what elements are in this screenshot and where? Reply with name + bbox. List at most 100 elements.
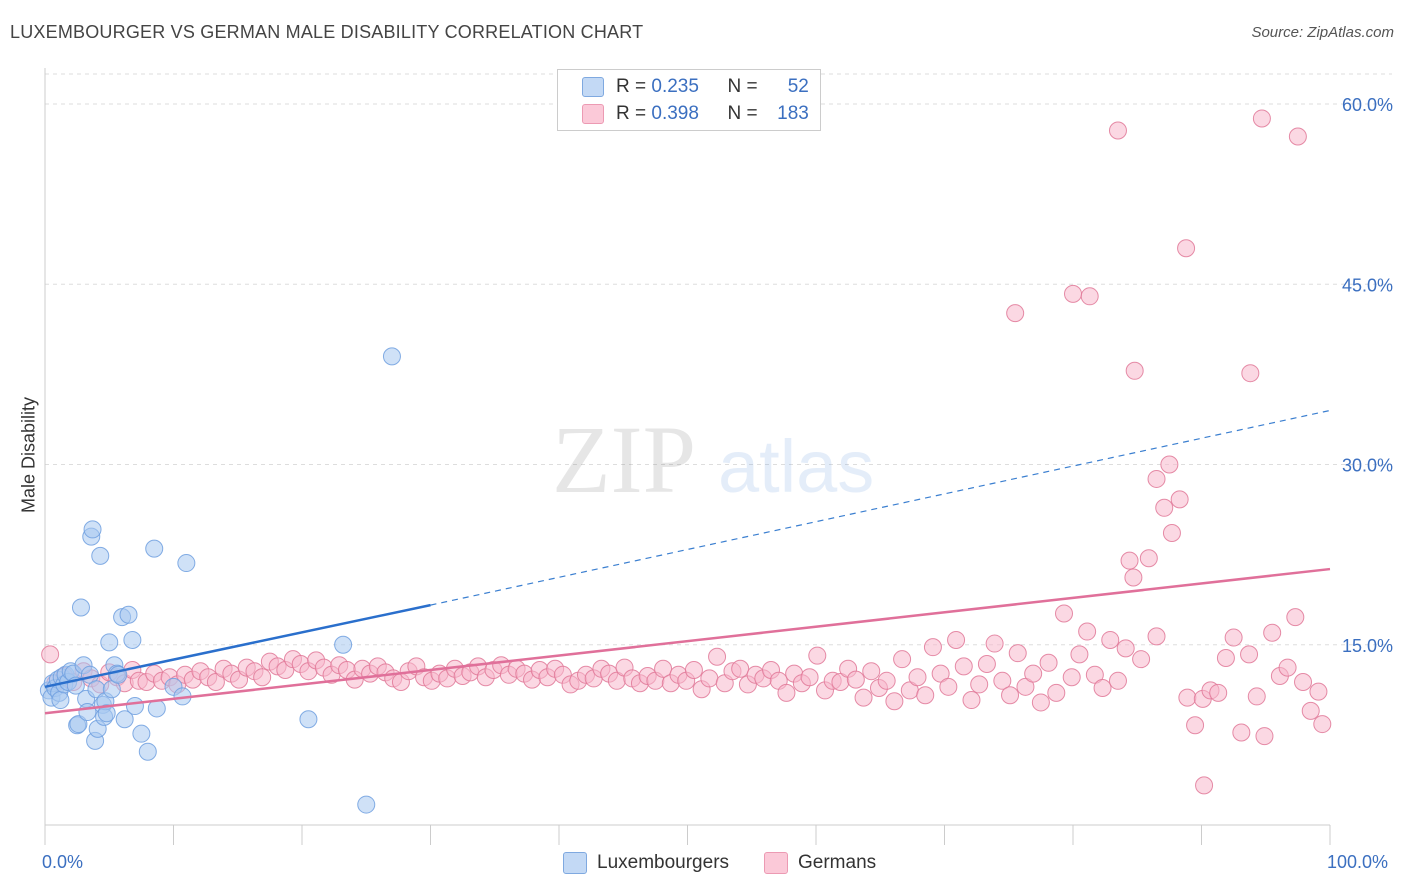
data-point	[71, 598, 90, 617]
data-point	[1070, 645, 1089, 664]
data-point	[100, 633, 119, 652]
y-tick-label: 15.0%	[1342, 636, 1393, 656]
x-tick-max: 100.0%	[1327, 852, 1389, 872]
legend-n-label: N =	[727, 103, 763, 124]
data-point	[177, 554, 196, 573]
data-point	[1186, 716, 1205, 735]
data-point	[1232, 723, 1251, 742]
data-point	[125, 697, 144, 716]
data-point	[1055, 604, 1074, 623]
legend-r-value: 0.235	[651, 76, 699, 97]
data-point	[78, 703, 97, 722]
data-point	[1108, 671, 1127, 690]
data-point	[1162, 524, 1181, 543]
data-point	[1247, 687, 1266, 706]
data-point	[1252, 109, 1271, 128]
data-point	[1132, 650, 1151, 669]
data-point	[1155, 498, 1174, 517]
data-point	[939, 677, 958, 696]
bottom-legend-swatch-luxembourgers	[563, 852, 587, 874]
data-point	[1125, 361, 1144, 380]
data-point	[83, 520, 102, 539]
data-point	[1001, 686, 1020, 705]
data-point	[97, 704, 116, 723]
watermark: ZIP atlas	[552, 406, 874, 513]
data-point	[1085, 665, 1104, 684]
data-point	[1016, 677, 1035, 696]
data-point	[132, 724, 151, 743]
bottom-legend-luxembourgers: Luxembourgers	[563, 852, 729, 874]
bottom-legend-label-luxembourgers: Luxembourgers	[597, 852, 730, 873]
data-point	[846, 670, 865, 689]
data-point	[923, 638, 942, 657]
data-point	[947, 630, 966, 649]
data-point	[893, 650, 912, 669]
data-point	[931, 664, 950, 683]
data-point	[206, 673, 225, 692]
data-point	[1288, 127, 1307, 146]
data-point	[253, 668, 272, 687]
data-point	[1313, 715, 1332, 734]
data-point	[1108, 121, 1127, 140]
data-point	[700, 669, 719, 688]
data-point	[1039, 653, 1058, 672]
bottom-legend-label-germans: Germans	[798, 852, 877, 873]
data-point	[1031, 693, 1050, 712]
data-point	[985, 634, 1004, 653]
data-point	[1147, 627, 1166, 646]
y-tick-label: 45.0%	[1342, 275, 1393, 295]
data-point	[731, 659, 750, 678]
legend-n-label: N =	[727, 76, 763, 97]
data-point	[1294, 673, 1313, 692]
x-tick-min: 0.0%	[42, 852, 84, 872]
data-point	[123, 630, 142, 649]
data-point	[654, 659, 673, 678]
data-point	[1224, 628, 1243, 647]
data-point	[119, 605, 138, 624]
data-point	[1064, 284, 1082, 303]
data-point	[800, 668, 819, 687]
data-point	[854, 688, 873, 707]
data-point	[1263, 623, 1282, 642]
data-point	[862, 662, 881, 681]
data-point	[1278, 658, 1297, 677]
legend-swatch-luxembourgers	[582, 77, 604, 97]
watermark-atlas: atlas	[718, 425, 874, 508]
data-point	[1120, 551, 1139, 570]
legend-r-label: R =	[616, 76, 652, 97]
y-tick-label: 60.0%	[1342, 95, 1393, 115]
data-point	[1309, 682, 1328, 701]
data-point	[382, 347, 401, 366]
watermark-zip: ZIP	[552, 406, 696, 513]
data-point	[916, 686, 935, 705]
data-point	[954, 657, 973, 676]
legend-r-label: R =	[616, 103, 652, 124]
data-point	[334, 635, 353, 654]
data-point	[993, 671, 1012, 690]
data-point	[1078, 622, 1097, 641]
data-point	[299, 710, 318, 729]
data-point	[1216, 648, 1235, 667]
data-point	[1170, 490, 1189, 509]
legend-n-value: 183	[777, 103, 809, 124]
data-point	[1241, 364, 1260, 383]
data-point	[1006, 304, 1025, 323]
data-point	[1177, 239, 1196, 258]
data-point	[115, 710, 134, 729]
data-point	[1124, 568, 1143, 587]
data-point	[1047, 683, 1066, 702]
data-point	[138, 742, 157, 761]
data-point	[962, 691, 981, 710]
data-point	[1301, 701, 1320, 720]
legend-r-value: 0.398	[651, 103, 699, 124]
data-point	[145, 539, 164, 558]
series-germans	[41, 109, 1332, 795]
data-point	[1209, 683, 1228, 702]
data-point	[885, 692, 904, 711]
legend-n-value: 52	[787, 76, 809, 97]
legend-swatch-germans	[582, 104, 604, 124]
data-point	[877, 671, 896, 690]
y-tick-labels: 15.0% 30.0% 45.0% 60.0%	[1342, 95, 1393, 656]
data-point	[1008, 644, 1027, 663]
